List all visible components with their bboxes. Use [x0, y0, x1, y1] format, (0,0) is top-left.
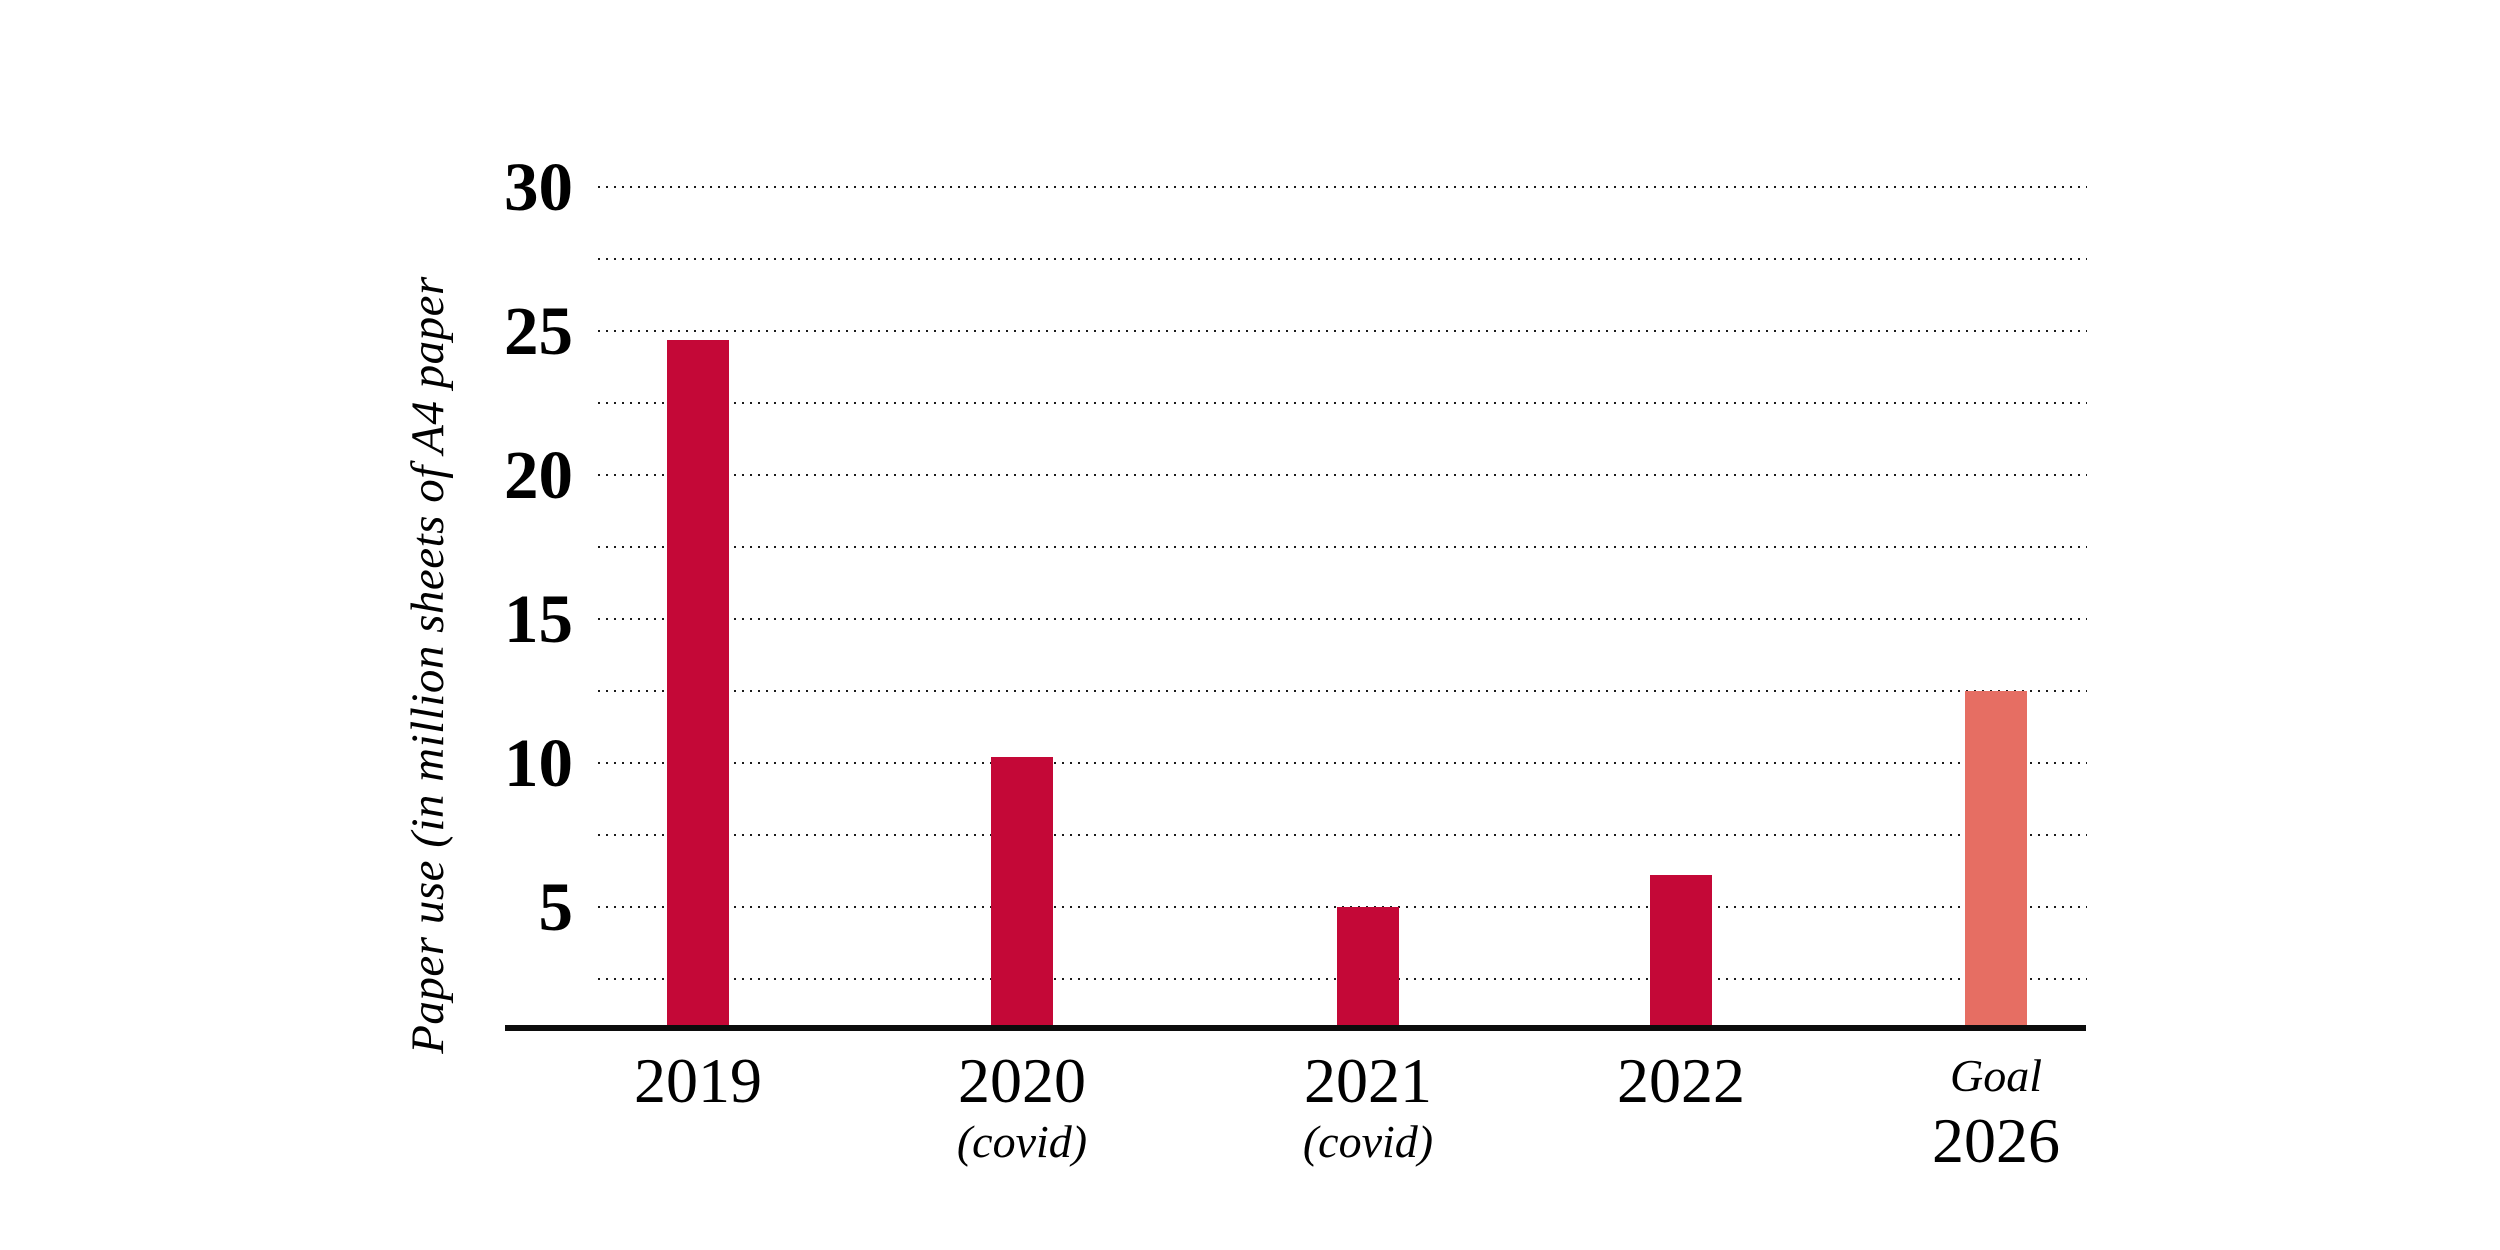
- x-label-year: 2019: [634, 1045, 762, 1116]
- gridline-17.5: [598, 546, 2087, 548]
- x-label-2022: 2022: [1501, 1048, 1861, 1114]
- bar-2021: [1337, 907, 1399, 1025]
- x-label-sublabel: (covid): [956, 1116, 1088, 1167]
- y-tick-label-15: 15: [504, 581, 573, 657]
- gridline-27.5: [598, 258, 2087, 260]
- gridline-25: [598, 330, 2087, 332]
- gridline-7.5: [598, 834, 2087, 836]
- bar-2019: [667, 340, 729, 1025]
- y-tick-label-20: 20: [504, 437, 573, 513]
- bar-2022: [1650, 875, 1712, 1025]
- gridline-15: [598, 618, 2087, 620]
- x-label-2020: 2020 (covid): [842, 1048, 1202, 1168]
- y-tick-label-25: 25: [504, 293, 573, 369]
- x-label-year: 2020: [958, 1045, 1086, 1116]
- x-label-prefix: Goal: [1950, 1050, 2042, 1101]
- y-tick-label-5: 5: [538, 869, 574, 945]
- x-label-sublabel: (covid): [1302, 1116, 1434, 1167]
- gridline-22.5: [598, 402, 2087, 404]
- gridline-10: [598, 762, 2087, 764]
- x-label-year: 2022: [1617, 1045, 1745, 1116]
- x-label-year: 2026: [1932, 1105, 2060, 1176]
- x-label-2026: Goal 2026: [1816, 1048, 2176, 1174]
- gridline-30: [598, 186, 2087, 188]
- x-label-2021: 2021 (covid): [1188, 1048, 1548, 1168]
- bar-goal-2026: [1965, 691, 2027, 1025]
- y-tick-label-10: 10: [504, 725, 573, 801]
- x-label-year: 2021: [1304, 1045, 1432, 1116]
- gridline-20: [598, 474, 2087, 476]
- x-label-2019: 2019: [518, 1048, 878, 1114]
- bar-2020: [991, 757, 1053, 1025]
- gridline-12.5: [598, 690, 2087, 692]
- x-axis-line: [505, 1025, 2086, 1031]
- y-tick-label-30: 30: [504, 149, 573, 225]
